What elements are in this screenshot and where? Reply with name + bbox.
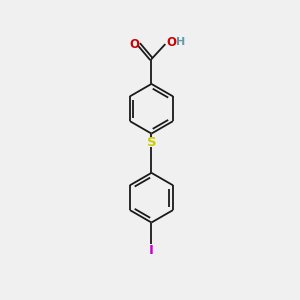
Text: H: H <box>176 37 185 47</box>
Text: O: O <box>130 38 140 51</box>
Text: I: I <box>149 244 154 257</box>
Text: O: O <box>166 36 176 50</box>
Text: S: S <box>147 136 156 149</box>
